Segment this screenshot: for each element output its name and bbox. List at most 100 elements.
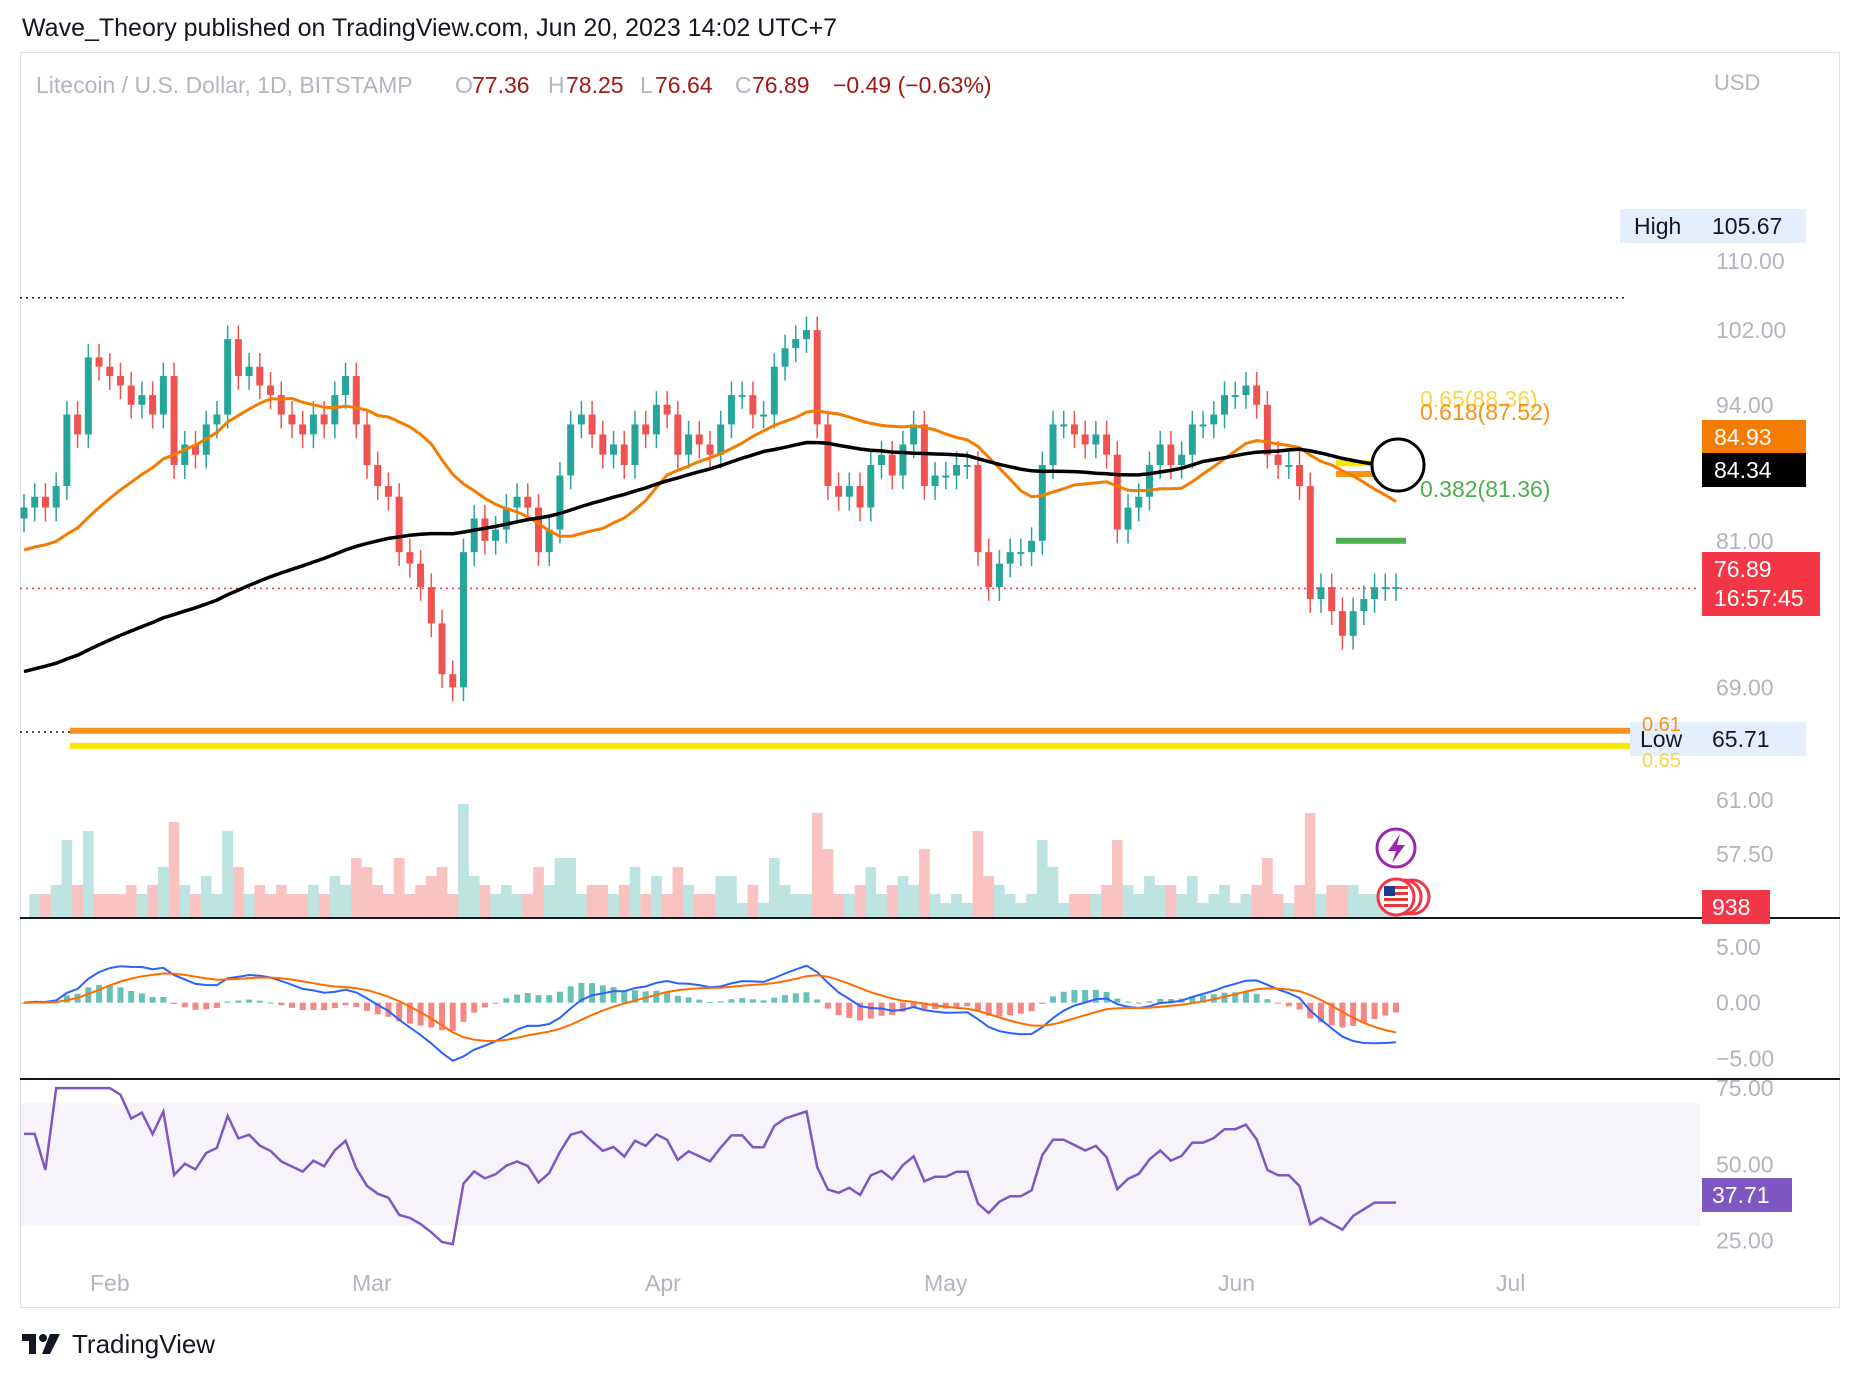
candles-group[interactable]	[20, 316, 1400, 702]
volume-bar	[672, 867, 684, 917]
volume-bar	[340, 885, 351, 917]
volume-bar	[758, 903, 769, 917]
volume-bar	[425, 876, 437, 917]
candle-body	[1392, 587, 1400, 590]
macd-histogram-bar	[707, 1001, 713, 1003]
candle	[1060, 410, 1068, 439]
candle-body	[1199, 424, 1207, 427]
candle-body	[1242, 385, 1250, 396]
fib-618-label: 0.618(87.52)	[1420, 399, 1550, 425]
candle	[942, 461, 950, 490]
ma-short-value: 84.93	[1714, 424, 1772, 450]
candle-body	[1049, 424, 1057, 466]
candle-body	[127, 385, 135, 405]
candle-body	[610, 444, 618, 455]
candle	[1113, 441, 1121, 544]
footer-brand: TradingView	[72, 1328, 216, 1359]
candle	[384, 472, 392, 511]
candle-body	[1221, 395, 1228, 415]
macd-histogram-bar	[1328, 1002, 1335, 1026]
volume-bar	[350, 858, 362, 917]
candle	[1124, 493, 1132, 544]
lightning-icon[interactable]	[1375, 827, 1417, 869]
volume-bar	[233, 867, 244, 917]
volume-bar	[157, 867, 169, 917]
candle	[535, 493, 542, 566]
price-tick-4: 69.00	[1716, 674, 1774, 700]
macd-histogram-bar	[128, 990, 135, 1003]
candle	[449, 660, 457, 702]
candle	[309, 400, 317, 449]
volume-bar	[629, 867, 641, 917]
candle-body	[181, 444, 189, 466]
candle-body	[31, 496, 39, 508]
volume-bar	[608, 894, 619, 917]
macd-histogram-bar	[1189, 996, 1196, 1003]
moving-averages-group	[23, 396, 1397, 674]
candle-body	[1060, 424, 1068, 427]
candle-body	[149, 395, 157, 415]
macd-histogram-bar	[1017, 1002, 1024, 1014]
candle	[52, 472, 60, 522]
candle	[181, 430, 189, 479]
candle-body	[1081, 434, 1089, 445]
volume-bar	[522, 894, 534, 917]
macd-histogram-bar	[942, 1002, 949, 1009]
volume-bar	[1208, 894, 1220, 917]
macd-histogram-bar	[1317, 1002, 1324, 1023]
macd-histogram-bar	[396, 1002, 403, 1022]
candle-body	[1092, 434, 1100, 445]
candle	[1017, 538, 1025, 566]
macd-signal-line	[23, 972, 1397, 1043]
volume-bar	[618, 885, 630, 917]
candle	[1145, 451, 1153, 511]
macd-histogram-bar	[792, 993, 799, 1003]
macd-histogram-bar	[835, 1002, 842, 1016]
crossover-circle-marker	[1370, 437, 1426, 493]
volume-bar	[790, 894, 802, 917]
candle-body	[1156, 444, 1164, 466]
candle-body	[256, 366, 264, 386]
candle-body	[331, 395, 339, 425]
macd-histogram-bar	[374, 1002, 381, 1015]
candle	[1199, 410, 1207, 439]
candle	[824, 410, 832, 500]
candle-body	[320, 414, 328, 425]
us-flag-icon[interactable]	[1376, 877, 1431, 917]
candle	[1360, 585, 1368, 625]
volume-bar	[1047, 867, 1059, 917]
candle	[31, 483, 39, 522]
macd-histogram-bar	[1146, 1001, 1153, 1003]
candle-body	[953, 465, 961, 476]
volume-bar	[104, 894, 116, 917]
candle-body	[792, 339, 800, 349]
macd-histogram-bar	[535, 995, 542, 1003]
volume-bar	[222, 831, 234, 917]
price-tick-1: 102.00	[1716, 317, 1786, 343]
volume-bar	[586, 885, 598, 917]
volume-bar	[554, 858, 566, 917]
candle	[502, 493, 510, 544]
volume-bar	[736, 903, 748, 917]
macd-histogram-bar	[771, 997, 778, 1003]
volume-bar	[490, 894, 501, 917]
volume-bar	[50, 885, 62, 917]
candle	[470, 504, 478, 566]
volume-bar	[372, 885, 384, 917]
volume-bar	[833, 894, 844, 917]
candle-body	[524, 496, 532, 508]
candle	[1178, 441, 1186, 479]
candle	[749, 381, 757, 429]
volume-bar	[533, 867, 544, 917]
candle-body	[717, 424, 725, 455]
macd-histogram-bar	[782, 995, 789, 1003]
volume-bar	[500, 885, 512, 917]
candle-body	[1371, 587, 1379, 600]
macd-histogram-bar	[524, 992, 531, 1003]
macd-histogram-bar	[1339, 1002, 1346, 1028]
candle-body	[213, 414, 221, 425]
volume-bar	[972, 831, 984, 917]
candle	[395, 483, 403, 566]
volume-bar	[1326, 885, 1338, 917]
